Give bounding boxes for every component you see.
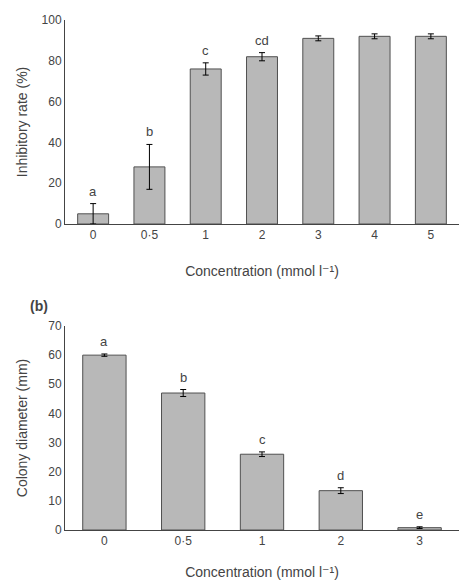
svg-text:40: 40 [48, 136, 62, 150]
svg-text:b: b [146, 124, 153, 139]
svg-text:Concentration (mmol l⁻¹): Concentration (mmol l⁻¹) [185, 263, 339, 279]
svg-text:5: 5 [428, 228, 435, 242]
svg-text:3: 3 [416, 534, 423, 548]
svg-text:20: 20 [48, 465, 62, 479]
svg-text:d: d [337, 468, 344, 483]
svg-text:60: 60 [48, 95, 62, 109]
svg-text:40: 40 [48, 407, 62, 421]
svg-text:20: 20 [48, 176, 62, 190]
svg-text:Colony diameter (mm): Colony diameter (mm) [14, 359, 30, 497]
svg-text:70: 70 [48, 319, 62, 333]
svg-text:a: a [89, 184, 97, 199]
svg-text:c: c [202, 43, 209, 58]
svg-text:Inhibitory rate (%): Inhibitory rate (%) [14, 67, 30, 177]
svg-text:a: a [100, 334, 108, 349]
svg-text:10: 10 [48, 494, 62, 508]
svg-text:b: b [180, 370, 187, 385]
svg-text:80: 80 [48, 54, 62, 68]
svg-text:cd: cd [255, 33, 269, 48]
svg-text:0: 0 [55, 217, 62, 231]
svg-text:0·5: 0·5 [175, 534, 193, 548]
svg-text:0: 0 [101, 534, 108, 548]
svg-text:Concentration (mmol l⁻¹): Concentration (mmol l⁻¹) [185, 564, 339, 580]
svg-text:1: 1 [259, 534, 266, 548]
svg-text:(b): (b) [30, 298, 48, 314]
svg-text:60: 60 [48, 348, 62, 362]
svg-text:0·5: 0·5 [141, 228, 159, 242]
svg-text:0: 0 [55, 523, 62, 537]
svg-text:2: 2 [337, 534, 344, 548]
svg-text:100: 100 [42, 13, 62, 27]
svg-text:c: c [259, 432, 266, 447]
svg-text:1: 1 [202, 228, 209, 242]
svg-text:e: e [416, 507, 423, 522]
svg-text:0: 0 [90, 228, 97, 242]
svg-text:30: 30 [48, 436, 62, 450]
svg-text:2: 2 [259, 228, 266, 242]
svg-text:50: 50 [48, 377, 62, 391]
svg-text:3: 3 [315, 228, 322, 242]
svg-text:4: 4 [371, 228, 378, 242]
